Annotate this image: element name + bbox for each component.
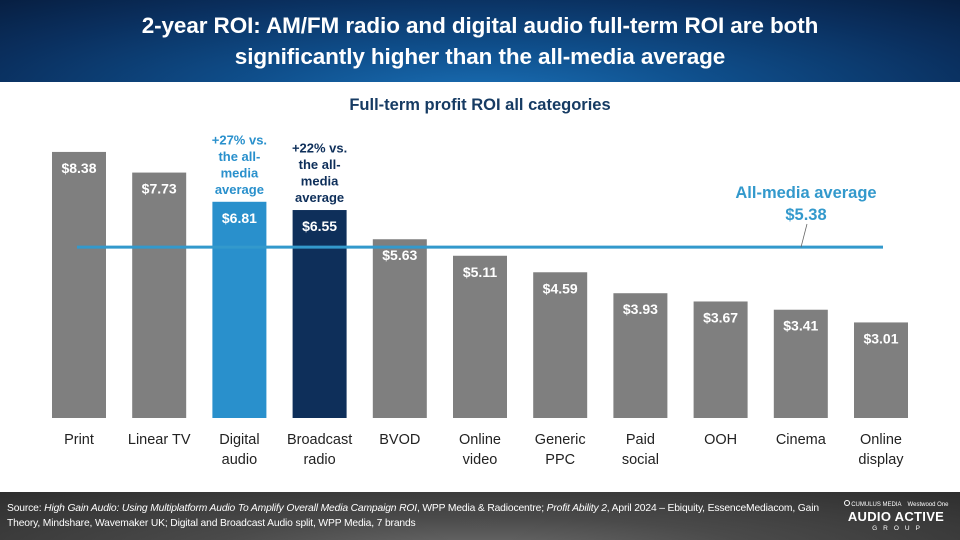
category-tick-label: Online: [860, 432, 902, 448]
bar-annotation: the all-: [299, 157, 341, 172]
bar-annotation: average: [295, 190, 344, 205]
title-banner: 2-year ROI: AM/FM radio and digital audi…: [0, 0, 960, 82]
logo-sub-text: GROUP: [872, 525, 926, 532]
reference-line-layer: [77, 223, 883, 249]
bar-annotation: +27% vs.: [212, 132, 267, 147]
data-label: $7.73: [142, 181, 177, 197]
category-tick-label: Linear TV: [128, 432, 191, 448]
bars-layer: [52, 151, 908, 418]
source-title-2: Profit Ability 2: [546, 503, 607, 514]
bar: [52, 151, 106, 418]
source-title-1: High Gain Audio: Using Multiplatform Aud…: [44, 503, 417, 514]
category-tick-label: Online: [459, 432, 501, 448]
data-label: $3.93: [623, 301, 658, 317]
audio-active-group-logo: CUMULUS MEDIA Westwood One AUDIO ACTIVE …: [838, 500, 954, 536]
source-rest: , April 2024 – Ebiquity, EssenceMediacom…: [7, 503, 819, 529]
data-label: $8.38: [61, 160, 96, 176]
bar: [132, 172, 187, 418]
bar-annotation: the all-: [218, 149, 260, 164]
category-tick-label: social: [622, 452, 659, 468]
cumulus-icon: [843, 500, 850, 506]
bar: [372, 239, 427, 418]
category-tick-label: Generic: [535, 432, 586, 448]
bar: [854, 322, 908, 418]
category-tick-label: Broadcast: [287, 432, 352, 448]
category-tick-label: display: [858, 452, 904, 468]
bar: [292, 210, 347, 418]
title-line-2: significantly higher than the all-media …: [234, 44, 726, 69]
logo-cumulus: CUMULUS MEDIA: [851, 502, 902, 508]
data-label: $4.59: [543, 280, 578, 296]
logo-top-row: CUMULUS MEDIA Westwood One: [838, 500, 954, 509]
category-tick-label: video: [463, 452, 498, 468]
bar-annotation: average: [215, 182, 264, 197]
source-footer: Source: High Gain Audio: Using Multiplat…: [0, 492, 960, 540]
bar: [533, 272, 588, 418]
bar: [453, 255, 507, 418]
category-tick-label: Digital: [219, 432, 259, 448]
category-tick-label: radio: [303, 452, 335, 468]
chart-title: Full-term profit ROI all categories: [349, 96, 611, 114]
data-label: $5.11: [463, 264, 497, 280]
page-title: 2-year ROI: AM/FM radio and digital audi…: [30, 10, 930, 72]
data-label: $3.01: [863, 330, 898, 346]
category-tick-label: Print: [64, 432, 94, 448]
title-line-1: 2-year ROI: AM/FM radio and digital audi…: [141, 13, 819, 38]
category-tick-label: PPC: [545, 452, 575, 468]
labels-layer: $8.38 Print $7.73 Linear TV $6.81 Digital audi…: [61, 132, 904, 468]
category-tick-label: Cinema: [776, 432, 827, 448]
data-label: $6.81: [222, 210, 257, 226]
bar: [773, 309, 828, 418]
average-value-label: $5.38: [785, 206, 826, 224]
bar: [693, 301, 748, 418]
bar-annotation: media: [221, 165, 259, 180]
source-text: Source: High Gain Audio: Using Multiplat…: [7, 501, 822, 531]
bar: [613, 293, 668, 418]
data-label: $3.41: [783, 318, 818, 334]
bar-annotation: +22% vs.: [292, 141, 347, 156]
logo-main-text: AUDIO ACTIVE: [847, 509, 945, 524]
data-label: $5.63: [382, 247, 417, 263]
data-label: $6.55: [302, 218, 337, 234]
category-tick-label: Paid: [626, 432, 655, 448]
bar: [212, 201, 267, 418]
logo-westwood: Westwood One: [907, 501, 949, 508]
bar-annotation: media: [301, 174, 339, 189]
average-label: All-media average: [735, 184, 876, 202]
source-publisher: , WPP Media & Radiocentre;: [416, 503, 547, 514]
category-tick-label: OOH: [704, 432, 737, 448]
category-tick-label: BVOD: [379, 432, 420, 448]
data-label: $3.67: [703, 309, 738, 325]
source-prefix: Source:: [7, 503, 45, 514]
average-leader-line: [800, 223, 808, 248]
category-tick-label: audio: [222, 452, 257, 468]
